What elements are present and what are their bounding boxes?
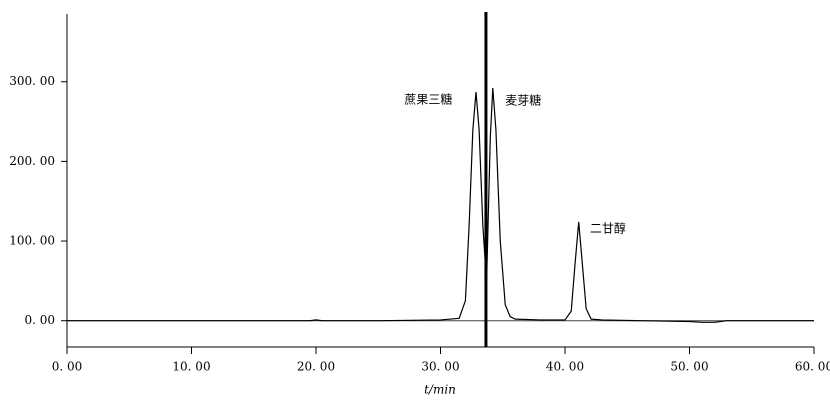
chromatogram-line: [67, 88, 814, 323]
x-tick-label: 10. 00: [172, 360, 210, 374]
y-tick-label: 300. 00: [9, 74, 55, 88]
x-tick-label: 0. 00: [52, 360, 83, 374]
y-tick-label: 0. 00: [24, 313, 55, 327]
x-tick-label: 40. 00: [546, 360, 584, 374]
x-tick-label: 30. 00: [421, 360, 459, 374]
peak-label: 二甘醇: [590, 221, 626, 236]
peak-label: 蔗果三糖: [404, 92, 452, 107]
peak-label: 麦芽糖: [505, 92, 541, 107]
x-tick-label: 20. 00: [297, 360, 335, 374]
x-tick-label: 50. 00: [670, 360, 708, 374]
x-axis-label: t/min: [424, 383, 456, 397]
y-tick-label: 100. 00: [9, 234, 55, 248]
x-tick-label: 60. 00: [795, 360, 830, 374]
y-tick-label: 200. 00: [9, 154, 55, 168]
